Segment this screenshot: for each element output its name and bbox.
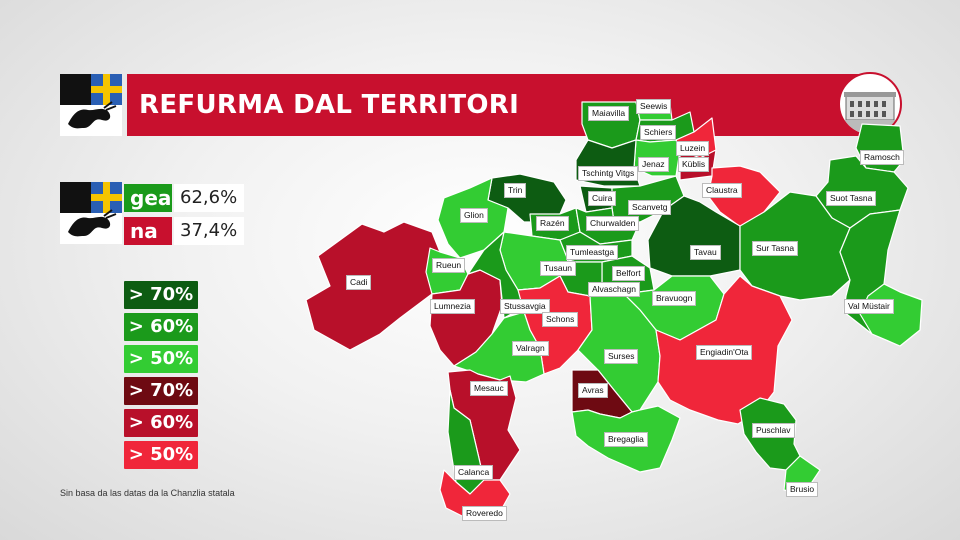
region-label: Churwalden: [586, 216, 640, 231]
no-value: 37,4%: [174, 217, 244, 245]
region-label: Suot Tasna: [826, 191, 877, 206]
region-label: Cuira: [588, 191, 617, 206]
region-label: Sur Tasna: [752, 241, 799, 256]
grisons-flag-icon: [60, 74, 122, 136]
region-label: Calanca: [454, 465, 494, 480]
region-label: Razén: [536, 216, 569, 231]
grisons-flag-icon: [60, 182, 122, 244]
legend-yes-70: > 70%: [124, 281, 198, 309]
region-shape-cadi: [305, 221, 441, 351]
region-label: Stussavgia: [500, 299, 550, 314]
legend-no-60: > 60%: [124, 409, 198, 437]
region-label: Brusio: [786, 482, 819, 497]
region-label: Glion: [460, 208, 488, 223]
region-label: Schiers: [640, 125, 677, 140]
region-label: Scanvetg: [628, 200, 672, 215]
region-label: Roveredo: [462, 506, 507, 521]
region-label: Avras: [578, 383, 608, 398]
region-label: Mesauc: [470, 381, 508, 396]
region-label: Surses: [604, 349, 639, 364]
region-label: Valragn: [512, 341, 549, 356]
region-label: Jenaz: [638, 157, 669, 172]
region-label: Rueun: [432, 258, 466, 273]
legend-no-50: > 50%: [124, 441, 198, 469]
region-label: Cadi: [346, 275, 372, 290]
region-label: Küblis: [678, 157, 710, 172]
region-label: Trin: [504, 183, 527, 198]
source-note: Sin basa da las datas da la Chanzlia sta…: [60, 488, 235, 498]
region-label: Tavau: [690, 245, 721, 260]
region-label: Engiadin'Ota: [696, 345, 753, 360]
region-label: Maiavilla: [588, 106, 630, 121]
legend-no-70: > 70%: [124, 377, 198, 405]
region-label: Puschlav: [752, 423, 795, 438]
yes-value: 62,6%: [174, 184, 244, 212]
yes-label: gea: [124, 184, 172, 212]
region-label: Luzein: [676, 141, 710, 156]
legend-yes-60: > 60%: [124, 313, 198, 341]
region-label: Alvaschagn: [588, 282, 640, 297]
region-label: Val Müstair: [844, 299, 894, 314]
region-label: Ramosch: [860, 150, 904, 165]
region-label: Belfort: [612, 266, 645, 281]
region-label: Claustra: [702, 183, 742, 198]
region-shape-lumnezia: [429, 269, 503, 367]
region-label: Tumleastga: [566, 245, 619, 260]
region-label: Bravuogn: [652, 291, 697, 306]
region-label: Schons: [542, 312, 579, 327]
region-label: Bregaglia: [604, 432, 648, 447]
page-title: REFURMA DAL TERRITORI: [127, 74, 900, 136]
region-label: Tusaun: [540, 261, 577, 276]
region-label: Lumnezia: [430, 299, 475, 314]
no-label: na: [124, 217, 172, 245]
legend-yes-50: > 50%: [124, 345, 198, 373]
region-label: Tschintg Vitgs: [578, 166, 639, 181]
region-label: Seewis: [636, 99, 672, 114]
